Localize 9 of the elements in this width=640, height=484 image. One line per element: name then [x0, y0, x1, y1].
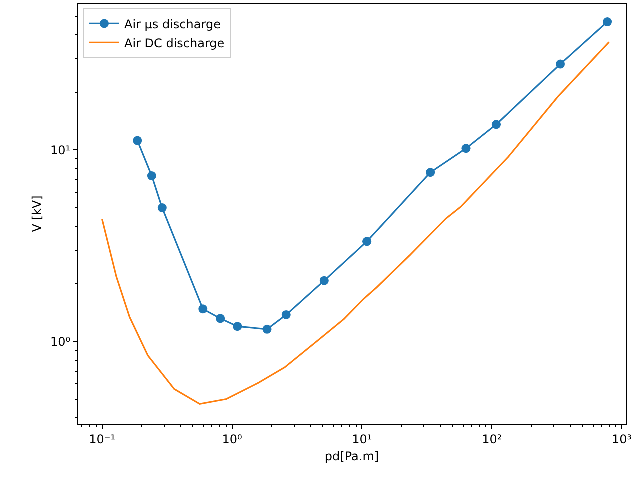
x-tick-label: 10⁰ [222, 432, 242, 446]
x-tick-label: 10³ [612, 432, 632, 446]
x-axis-title: pd[Pa.m] [324, 449, 380, 464]
legend-label: Air DC discharge [124, 36, 225, 50]
x-tick-label: 10² [482, 432, 502, 446]
y-axis-title: V [kV] [30, 196, 44, 232]
x-tick-label: 10¹ [352, 432, 372, 446]
legend-label: Air μs discharge [124, 17, 221, 32]
x-tick-label: 10⁻¹ [89, 432, 116, 446]
